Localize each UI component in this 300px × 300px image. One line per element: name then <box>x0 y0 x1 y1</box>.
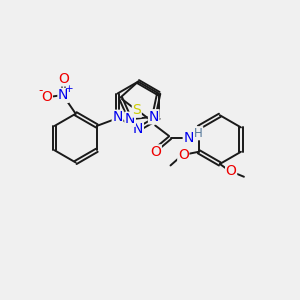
Text: -: - <box>38 84 43 97</box>
Text: N: N <box>148 110 159 124</box>
Text: N: N <box>133 122 143 136</box>
Text: H: H <box>194 127 203 140</box>
Text: N: N <box>125 112 135 126</box>
Text: O: O <box>41 90 52 104</box>
Text: N: N <box>58 88 68 102</box>
Text: +: + <box>65 84 74 94</box>
Text: N: N <box>183 131 194 145</box>
Text: O: O <box>226 164 237 178</box>
Text: O: O <box>58 72 69 86</box>
Text: O: O <box>150 145 161 159</box>
Text: S: S <box>132 103 141 117</box>
Text: N: N <box>112 110 123 124</box>
Text: O: O <box>178 148 189 162</box>
